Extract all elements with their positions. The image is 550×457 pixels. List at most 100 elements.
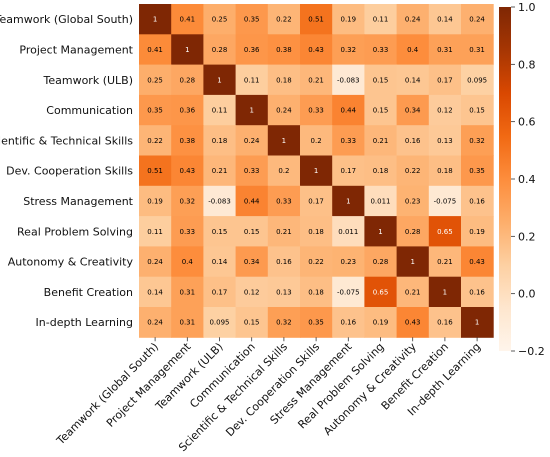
heatmap-cell <box>300 307 333 338</box>
cell-value-label: 0.34 <box>244 258 260 266</box>
cell-value-label: 0.24 <box>147 319 163 327</box>
cell-value-label: 0.24 <box>469 16 485 24</box>
heatmap-cell <box>396 185 430 217</box>
cell-value-label: 0.28 <box>180 76 196 84</box>
heatmap-cell <box>300 216 333 247</box>
cell-value-label: 0.21 <box>276 228 292 236</box>
row-label: Scientific & Technical Skills <box>0 134 133 147</box>
cell-value-label: 0.21 <box>437 258 453 266</box>
cell-value-label: 0.33 <box>341 137 357 145</box>
cell-value-label: 0.25 <box>212 16 228 24</box>
heatmap-cells: 1 0.41 0.25 0.35 0.22 0.51 0.19 0.11 0.24 0.14 0.2… <box>139 4 494 338</box>
heatmap-cell <box>267 125 301 156</box>
cell-value-label: 0.15 <box>212 228 228 236</box>
heatmap-cell <box>428 276 462 308</box>
colorbar-tick-label: 0.2 <box>518 230 536 243</box>
heatmap-cell <box>171 185 204 217</box>
cell-value-label: 0.23 <box>341 258 357 266</box>
cell-value-label: 0.31 <box>469 46 485 54</box>
heatmap-cell <box>203 34 237 66</box>
cell-value-label: 1 <box>282 137 286 145</box>
cell-value-label: 0.35 <box>147 107 163 115</box>
cell-value-label: 0.19 <box>147 197 163 205</box>
cell-value-label: 0.43 <box>469 258 485 266</box>
cell-value-label: 0.24 <box>276 107 292 115</box>
cell-value-label: 0.22 <box>405 167 421 175</box>
heatmap-cell <box>364 34 398 66</box>
heatmap-cell <box>461 216 494 247</box>
cell-value-label: 0.35 <box>308 319 324 327</box>
cell-value-label: 0.36 <box>244 46 260 54</box>
cell-value-label: 0.44 <box>341 107 357 115</box>
cell-value-label: 0.36 <box>180 107 196 115</box>
heatmap-cell <box>461 64 494 96</box>
colorbar-tick-label: −0.2 <box>518 345 545 358</box>
cell-value-label: 0.11 <box>373 16 389 24</box>
heatmap-cell <box>203 307 237 338</box>
cell-value-label: 0.19 <box>373 319 389 327</box>
heatmap-cell <box>364 185 398 217</box>
heatmap-cell <box>235 125 269 156</box>
heatmap-cell <box>139 34 172 66</box>
colorbar: 1.0 0.8 0.6 0.4 0.2 0.0 −0.2 <box>499 1 545 358</box>
cell-value-label: -0.075 <box>337 288 360 296</box>
heatmap-cell <box>396 155 430 187</box>
heatmap-cell <box>428 125 462 156</box>
cell-value-label: 1 <box>475 319 479 327</box>
heatmap-cell <box>267 185 301 217</box>
heatmap-cell <box>461 307 494 338</box>
cell-value-label: 0.28 <box>373 258 389 266</box>
heatmap-cell <box>267 4 301 35</box>
heatmap-cell <box>235 34 269 66</box>
heatmap-cell <box>461 185 494 217</box>
heatmap-cell <box>428 307 462 338</box>
heatmap-cell <box>235 4 269 35</box>
heatmap-cell <box>171 34 204 66</box>
cell-value-label: 0.43 <box>405 319 421 327</box>
heatmap-cell <box>428 34 462 66</box>
heatmap-cell <box>203 64 237 96</box>
heatmap-cell <box>396 276 430 308</box>
heatmap-cell <box>428 216 462 247</box>
cell-value-label: 0.14 <box>212 258 228 266</box>
heatmap-cell <box>171 307 204 338</box>
colorbar-tick-label: 0.0 <box>518 288 536 301</box>
heatmap-cell <box>396 34 430 66</box>
heatmap-cell <box>300 246 333 278</box>
cell-value-label: 0.28 <box>405 228 421 236</box>
heatmap-cell <box>364 216 398 247</box>
cell-value-label: 0.21 <box>212 167 228 175</box>
cell-value-label: 0.22 <box>276 16 292 24</box>
cell-value-label: 1 <box>185 46 189 54</box>
heatmap-cell <box>171 64 204 96</box>
cell-value-label: 0.18 <box>276 76 292 84</box>
heatmap-cell <box>364 4 398 35</box>
heatmap-cell <box>428 4 462 35</box>
heatmap-cell <box>332 246 365 278</box>
heatmap-cell <box>396 246 430 278</box>
cell-value-label: 0.24 <box>147 258 163 266</box>
heatmap-cell <box>139 4 172 35</box>
cell-value-label: 0.14 <box>147 288 163 296</box>
heatmap-cell <box>139 216 172 247</box>
cell-value-label: 1 <box>346 197 350 205</box>
heatmap-cell <box>203 125 237 156</box>
cell-value-label: 0.31 <box>180 319 196 327</box>
heatmap-cell <box>364 64 398 96</box>
heatmap-cell <box>267 276 301 308</box>
cell-value-label: 0.11 <box>212 107 228 115</box>
heatmap-cell <box>396 64 430 96</box>
cell-value-label: 0.18 <box>308 228 324 236</box>
heatmap-cell <box>203 4 237 35</box>
heatmap-cell <box>300 64 333 96</box>
cell-value-label: 0.011 <box>338 228 358 236</box>
column-labels: Teamwork (Global South)Project Managemen… <box>54 337 483 454</box>
cell-value-label: 1 <box>443 288 447 296</box>
cell-value-label: 0.33 <box>276 197 292 205</box>
heatmap-cell <box>364 155 398 187</box>
colorbar-tick-label: 0.8 <box>518 58 536 71</box>
heatmap-cell <box>139 185 172 217</box>
cell-value-label: 0.38 <box>276 46 292 54</box>
heatmap-cell <box>364 276 398 308</box>
heatmap-cell <box>364 125 398 156</box>
